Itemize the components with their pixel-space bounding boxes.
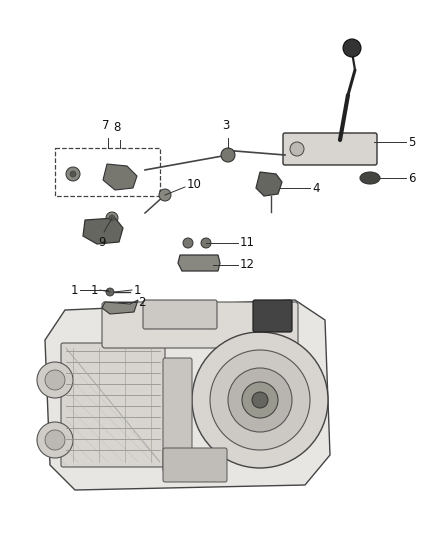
Text: 7: 7: [102, 119, 110, 132]
Circle shape: [228, 368, 292, 432]
FancyBboxPatch shape: [143, 300, 217, 329]
Circle shape: [242, 382, 278, 418]
Circle shape: [210, 350, 310, 450]
Text: 10: 10: [187, 179, 202, 191]
Polygon shape: [45, 300, 330, 490]
Polygon shape: [102, 300, 138, 314]
Circle shape: [45, 430, 65, 450]
Circle shape: [37, 422, 73, 458]
Text: 1: 1: [91, 284, 98, 296]
Circle shape: [221, 148, 235, 162]
Circle shape: [192, 332, 328, 468]
Polygon shape: [103, 164, 137, 190]
Circle shape: [109, 215, 115, 221]
Text: 3: 3: [223, 119, 230, 132]
Circle shape: [290, 142, 304, 156]
Text: 4: 4: [312, 182, 319, 195]
Circle shape: [106, 212, 118, 224]
Polygon shape: [83, 218, 123, 244]
Polygon shape: [256, 172, 282, 196]
Text: 9: 9: [98, 236, 106, 249]
Circle shape: [106, 288, 114, 296]
Circle shape: [45, 370, 65, 390]
Text: 6: 6: [408, 172, 416, 184]
FancyBboxPatch shape: [102, 302, 298, 348]
Text: 5: 5: [408, 135, 415, 149]
Circle shape: [343, 39, 361, 57]
Text: 1: 1: [134, 284, 141, 296]
Ellipse shape: [360, 172, 380, 184]
FancyBboxPatch shape: [283, 133, 377, 165]
Text: 8: 8: [113, 121, 121, 134]
Circle shape: [201, 238, 211, 248]
Text: 1: 1: [71, 284, 78, 296]
FancyBboxPatch shape: [163, 448, 227, 482]
Circle shape: [66, 167, 80, 181]
Text: 11: 11: [240, 237, 255, 249]
FancyBboxPatch shape: [253, 300, 292, 332]
Polygon shape: [178, 255, 220, 271]
Circle shape: [159, 189, 171, 201]
FancyBboxPatch shape: [163, 358, 192, 472]
Circle shape: [70, 171, 76, 177]
Circle shape: [183, 238, 193, 248]
FancyBboxPatch shape: [61, 343, 165, 467]
Text: 2: 2: [138, 295, 145, 309]
Circle shape: [37, 362, 73, 398]
Text: 12: 12: [240, 259, 255, 271]
Circle shape: [252, 392, 268, 408]
